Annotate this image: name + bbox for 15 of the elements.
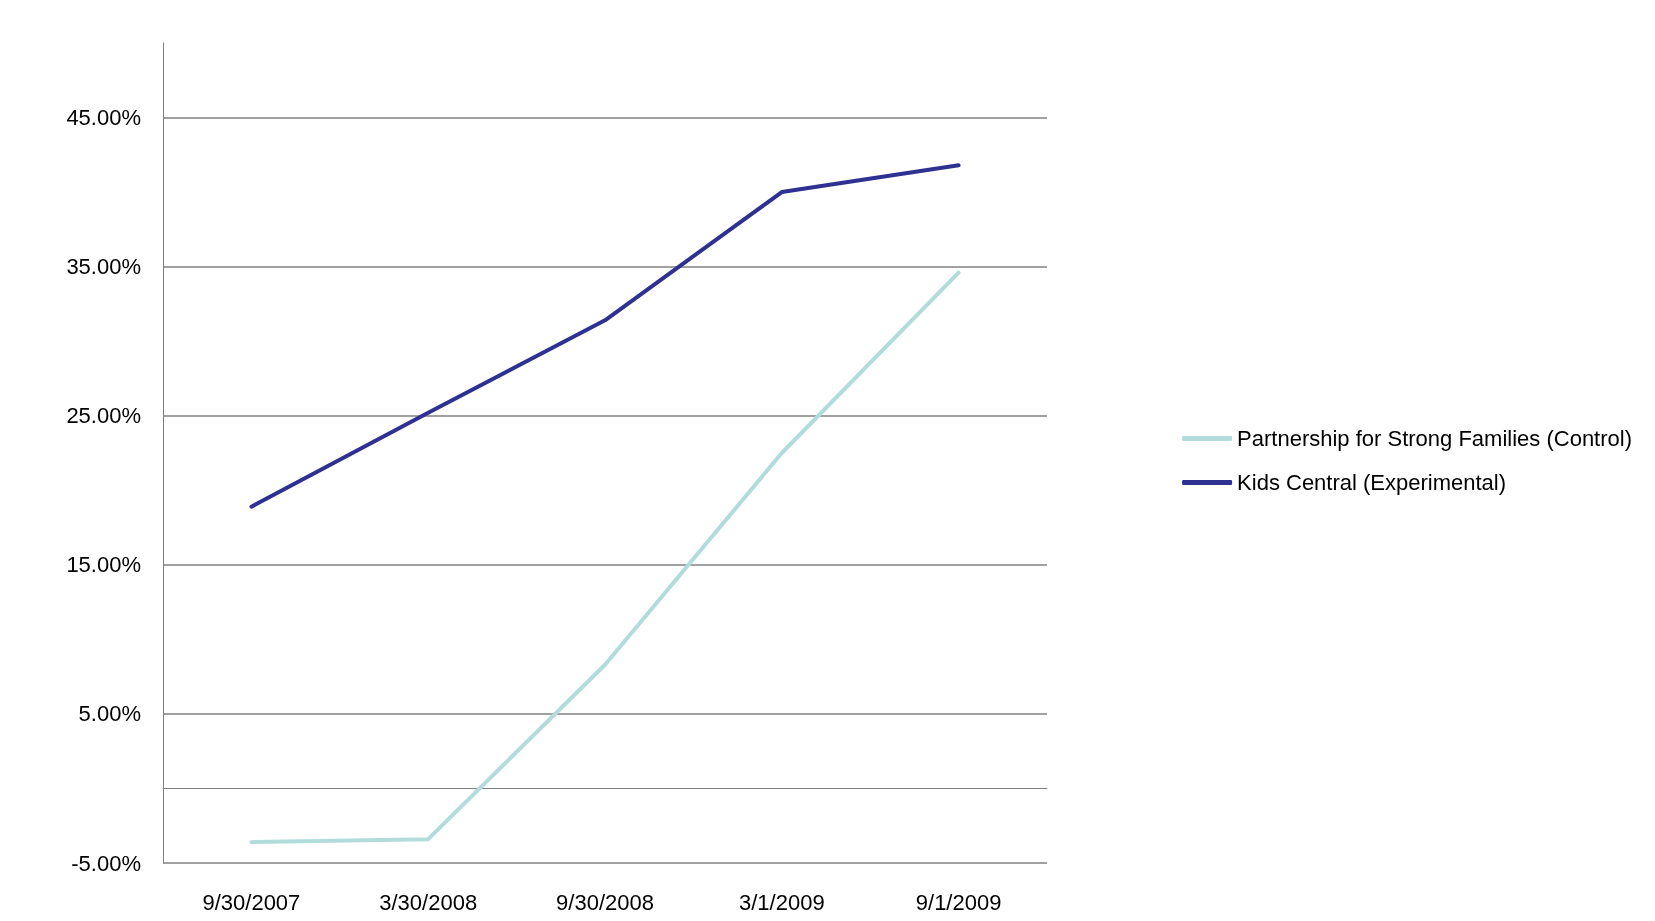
line-series (249, 163, 961, 509)
y-tick-label: 35.00% (66, 254, 141, 280)
x-tick-label: 9/30/2007 (202, 889, 301, 915)
line-series (249, 270, 961, 845)
legend-label: Partnership for Strong Families (Control) (1237, 426, 1633, 451)
x-tick-label: 9/1/2009 (915, 889, 1002, 915)
x-tick-label: 9/30/2008 (556, 889, 654, 915)
x-tick-label: 3/1/2009 (738, 889, 825, 915)
legend-label: Kids Central (Experimental) (1237, 470, 1507, 495)
y-tick-label: 45.00% (66, 105, 141, 131)
y-tick-label: 5.00% (78, 701, 141, 727)
x-tick-label: 3/30/2008 (379, 889, 478, 915)
y-tick-label: 15.00% (66, 552, 141, 578)
y-tick-label: 25.00% (66, 403, 141, 429)
y-tick-label: -5.00% (71, 850, 141, 876)
